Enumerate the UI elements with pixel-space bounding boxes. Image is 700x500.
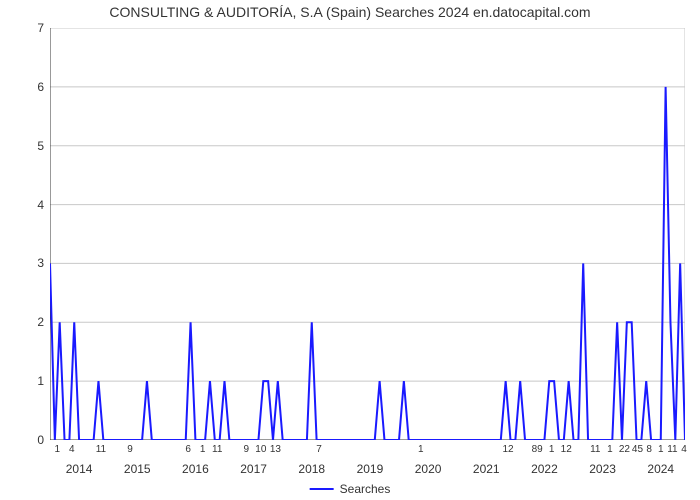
plot-area: 0123456720142015201620172018201920202021… (50, 28, 685, 440)
xtick-year: 2017 (240, 462, 267, 476)
xtick-year: 2023 (589, 462, 616, 476)
xtick-minor: 12 (503, 444, 514, 455)
xtick-year: 2018 (298, 462, 325, 476)
xtick-minor: 7 (316, 444, 322, 455)
ytick-label: 7 (37, 21, 44, 35)
xtick-minor: 13 (270, 444, 281, 455)
xtick-minor: 11 (212, 444, 222, 455)
xtick-minor: 8 (646, 444, 652, 455)
ytick-label: 2 (37, 315, 44, 329)
xtick-year: 2020 (415, 462, 442, 476)
xtick-minor: 1 (200, 444, 206, 455)
xtick-minor: 1 (418, 444, 424, 455)
xtick-year: 2022 (531, 462, 558, 476)
xtick-minor: 11 (96, 444, 106, 455)
xtick-minor: 1 (658, 444, 664, 455)
xtick-minor: 9 (244, 444, 250, 455)
xtick-year: 2015 (124, 462, 151, 476)
ytick-label: 3 (37, 256, 44, 270)
xtick-minor: 9 (127, 444, 133, 455)
xtick-year: 2024 (647, 462, 674, 476)
chart-title: CONSULTING & AUDITORÍA, S.A (Spain) Sear… (0, 4, 700, 20)
xtick-year: 2021 (473, 462, 500, 476)
xtick-minor: 4 (69, 444, 75, 455)
xtick-minor: 22 (619, 444, 630, 455)
xtick-minor: 12 (561, 444, 572, 455)
xtick-year: 2016 (182, 462, 209, 476)
xtick-minor: 4 (681, 444, 687, 455)
xtick-minor: 6 (185, 444, 191, 455)
chart-frame: CONSULTING & AUDITORÍA, S.A (Spain) Sear… (0, 0, 700, 500)
xtick-minor: 1 (607, 444, 613, 455)
legend-label: Searches (340, 482, 391, 496)
ytick-label: 0 (37, 433, 44, 447)
ytick-label: 5 (37, 139, 44, 153)
xtick-minor: 45 (632, 444, 643, 455)
chart-svg (50, 28, 685, 440)
xtick-minor: 1 (549, 444, 555, 455)
ytick-label: 6 (37, 80, 44, 94)
xtick-minor: 11 (590, 444, 600, 455)
xtick-minor: 1 (54, 444, 60, 455)
xtick-minor: 11 (667, 444, 677, 455)
xtick-minor: 10 (255, 444, 266, 455)
ytick-label: 1 (37, 374, 44, 388)
chart-legend: Searches (310, 482, 391, 496)
xtick-minor: 89 (532, 444, 543, 455)
ytick-label: 4 (37, 198, 44, 212)
xtick-year: 2019 (357, 462, 384, 476)
legend-swatch (310, 488, 334, 490)
xtick-year: 2014 (66, 462, 93, 476)
